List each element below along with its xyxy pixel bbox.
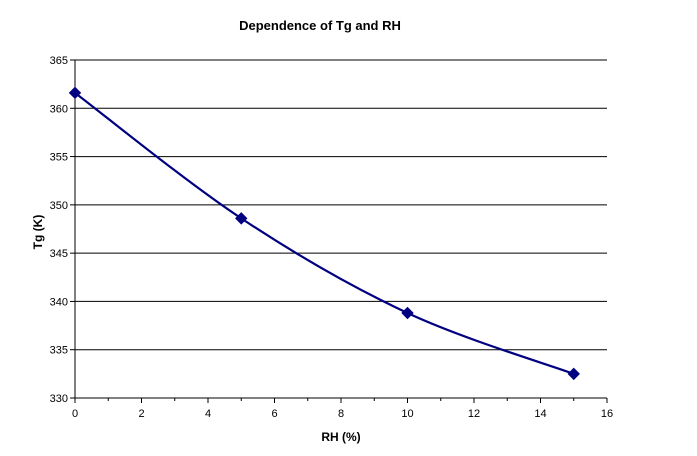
x-tick-label: 2 (138, 408, 144, 420)
axes (74, 60, 607, 399)
x-tick-label: 14 (534, 408, 546, 420)
x-tick-label: 12 (468, 408, 480, 420)
y-axis-title: Tg (K) (31, 215, 45, 250)
y-tick-label: 335 (50, 345, 68, 357)
y-tick-label: 330 (50, 393, 68, 405)
data-point-0 (68, 86, 82, 100)
x-tick-label: 0 (72, 408, 78, 420)
data-point-2 (401, 306, 414, 320)
y-tick-label: 360 (50, 103, 68, 115)
y-tick-label: 345 (50, 248, 68, 260)
x-tick-label: 10 (401, 408, 413, 420)
gridlines (75, 59, 607, 351)
y-tick-label: 340 (50, 296, 68, 308)
data-point-3 (567, 367, 580, 381)
y-axis-ticks: 330 335 340 345 350 355 360 365 (50, 55, 75, 405)
x-tick-label: 16 (601, 408, 613, 420)
series (68, 86, 580, 381)
x-tick-label: 6 (271, 408, 277, 420)
series-line-0 (74, 91, 575, 375)
x-tick-label: 4 (205, 408, 211, 420)
x-tick-label: 8 (338, 408, 344, 420)
data-point-1 (235, 212, 248, 225)
y-tick-label: 350 (50, 200, 68, 212)
x-axis-title: RH (%) (321, 430, 360, 444)
y-tick-label: 365 (50, 55, 68, 67)
x-axis-ticks: 0 2 4 6 8 10 12 14 16 (72, 398, 613, 420)
chart-title: Dependence of Tg and RH (239, 18, 401, 33)
y-tick-label: 355 (50, 152, 68, 164)
